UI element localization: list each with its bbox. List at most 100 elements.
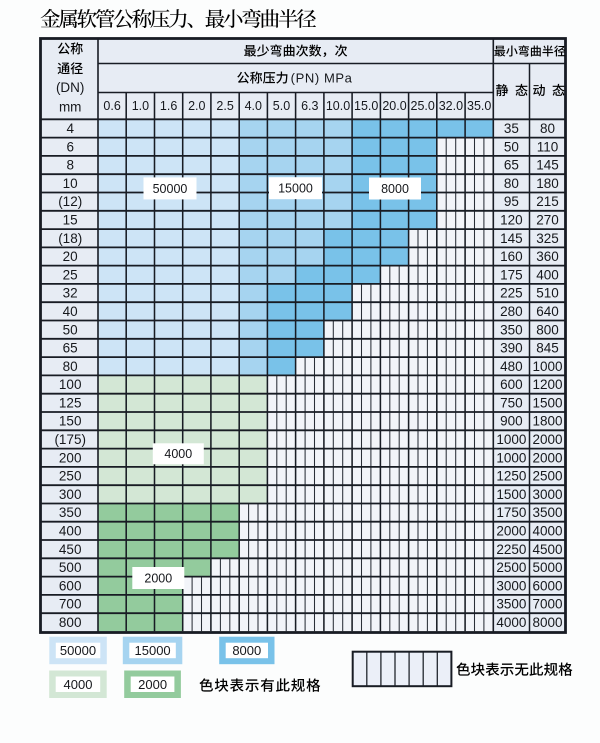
svg-text:95: 95 [504,194,519,209]
svg-text:3500: 3500 [532,505,562,520]
svg-text:32: 32 [63,286,78,301]
svg-text:80: 80 [63,359,78,374]
svg-text:390: 390 [500,341,523,356]
svg-text:600: 600 [500,377,523,392]
svg-text:50: 50 [504,139,519,154]
svg-text:110: 110 [537,139,559,154]
svg-text:180: 180 [536,176,559,191]
svg-text:350: 350 [59,505,82,520]
svg-text:2.5: 2.5 [216,99,233,113]
svg-text:600: 600 [59,578,82,593]
svg-text:35: 35 [504,121,519,136]
svg-text:2000: 2000 [496,524,526,539]
svg-text:360: 360 [536,249,559,264]
svg-text:35.0: 35.0 [467,99,491,113]
svg-text:1000: 1000 [532,359,562,374]
svg-text:4.0: 4.0 [245,99,262,113]
svg-text:145: 145 [500,231,523,246]
svg-text:175: 175 [500,267,523,282]
svg-text:0.6: 0.6 [103,99,120,113]
svg-text:1.0: 1.0 [132,99,149,113]
svg-text:3000: 3000 [532,487,562,502]
svg-text:750: 750 [500,395,523,410]
svg-text:5.0: 5.0 [273,99,290,113]
svg-text:8000: 8000 [381,182,409,196]
svg-text:145: 145 [536,158,559,173]
svg-text:(PN) MPa: (PN) MPa [291,71,353,86]
svg-text:1.6: 1.6 [160,99,177,113]
svg-text:1500: 1500 [532,395,562,410]
svg-text:15000: 15000 [135,643,171,658]
svg-text:15: 15 [63,213,78,228]
svg-text:8: 8 [66,158,74,173]
svg-text:50: 50 [63,322,78,337]
svg-text:20.0: 20.0 [382,99,406,113]
svg-text:8000: 8000 [532,615,562,630]
svg-text:2000: 2000 [144,571,172,585]
svg-text:25.0: 25.0 [411,99,435,113]
svg-text:80: 80 [540,121,555,136]
svg-text:65: 65 [504,158,519,173]
svg-text:4: 4 [66,121,74,136]
svg-text:1500: 1500 [496,487,526,502]
svg-text:2000: 2000 [532,450,562,465]
svg-text:900: 900 [500,414,523,429]
svg-text:80: 80 [504,176,519,191]
svg-text:800: 800 [536,322,559,337]
svg-text:2.0: 2.0 [188,99,205,113]
svg-text:325: 325 [536,231,559,246]
svg-text:510: 510 [536,286,559,301]
svg-text:480: 480 [500,359,523,374]
svg-text:15000: 15000 [278,182,313,196]
svg-text:6.3: 6.3 [301,99,318,113]
svg-text:4500: 4500 [532,542,562,557]
svg-text:100: 100 [59,377,82,392]
svg-text:125: 125 [59,395,82,410]
svg-text:3500: 3500 [496,597,526,612]
svg-text:1200: 1200 [532,377,562,392]
svg-text:50000: 50000 [60,643,96,658]
svg-text:2000: 2000 [532,432,562,447]
svg-text:(18): (18) [58,231,82,246]
svg-text:215: 215 [536,194,559,209]
svg-text:400: 400 [59,524,82,539]
svg-text:10.0: 10.0 [326,99,350,113]
svg-text:4000: 4000 [532,524,562,539]
svg-text:1000: 1000 [496,432,526,447]
svg-text:225: 225 [500,286,523,301]
svg-text:200: 200 [59,450,82,465]
svg-text:25: 25 [63,267,78,282]
svg-text:160: 160 [500,249,523,264]
svg-text:1750: 1750 [496,505,526,520]
svg-text:(DN): (DN) [56,80,85,95]
svg-text:120: 120 [500,213,523,228]
svg-text:mm: mm [59,99,82,114]
svg-text:500: 500 [59,560,82,575]
svg-text:350: 350 [500,322,523,337]
svg-text:270: 270 [536,213,559,228]
svg-text:20: 20 [63,249,78,264]
svg-text:400: 400 [536,267,559,282]
svg-text:4000: 4000 [496,615,526,630]
svg-text:1800: 1800 [532,414,562,429]
svg-text:1000: 1000 [496,450,526,465]
svg-text:2500: 2500 [496,560,526,575]
svg-text:50000: 50000 [153,182,188,196]
svg-text:2250: 2250 [496,542,526,557]
svg-text:2000: 2000 [138,677,167,692]
svg-text:7000: 7000 [532,597,562,612]
svg-text:10: 10 [63,176,78,191]
svg-text:800: 800 [59,615,82,630]
svg-text:150: 150 [59,414,82,429]
svg-text:4000: 4000 [64,677,93,692]
svg-text:(175): (175) [54,432,86,447]
svg-text:40: 40 [63,304,78,319]
svg-text:3000: 3000 [496,578,526,593]
svg-text:5000: 5000 [532,560,562,575]
svg-text:8000: 8000 [232,643,261,658]
svg-text:280: 280 [500,304,523,319]
svg-text:15.0: 15.0 [354,99,378,113]
svg-text:32.0: 32.0 [439,99,463,113]
svg-text:450: 450 [59,542,82,557]
svg-text:300: 300 [59,487,82,502]
